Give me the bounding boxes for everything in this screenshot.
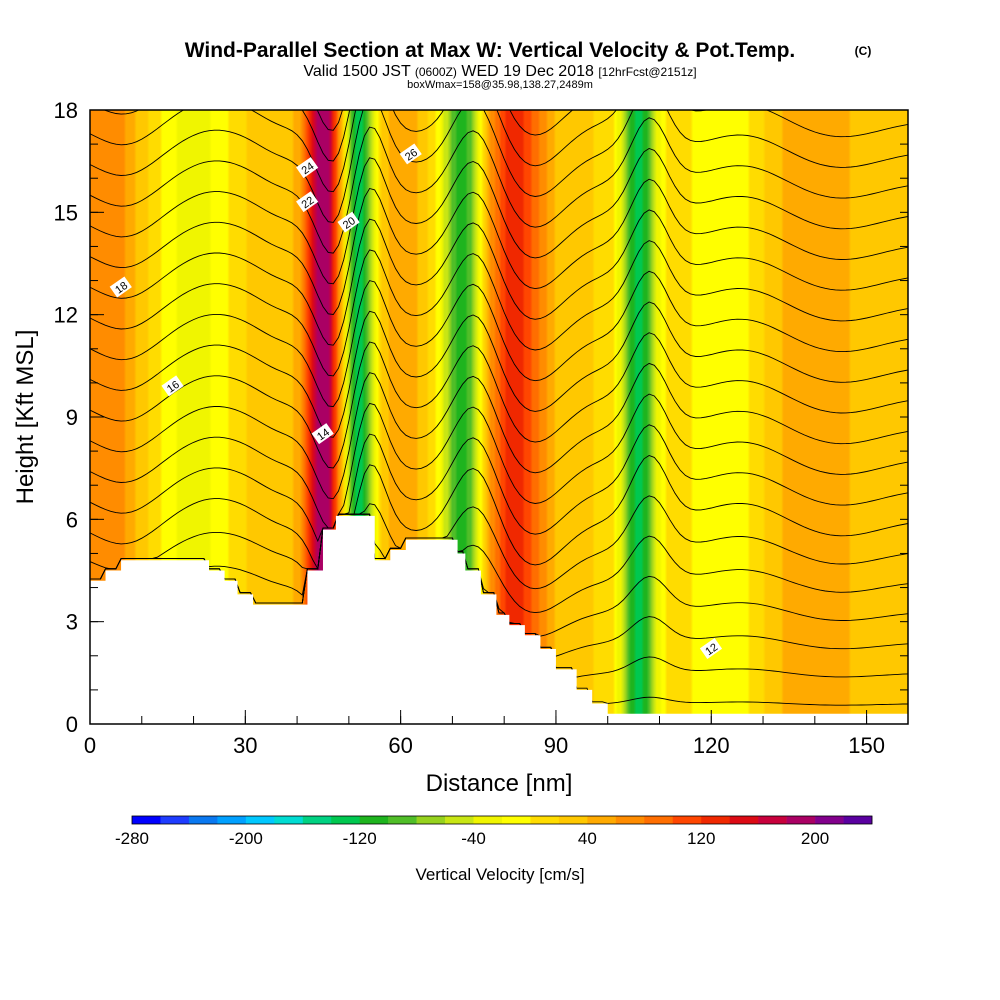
theta-contour-line <box>90 332 908 469</box>
valid-utc: (0600Z) <box>415 65 457 79</box>
colorbar-tick-label: -200 <box>229 829 263 848</box>
theta-contour-line <box>90 513 908 614</box>
contour-label: 14 <box>311 423 334 445</box>
terrain-mask <box>90 515 908 724</box>
x-tick-label: 0 <box>84 733 96 758</box>
colorbar-tick-label: 120 <box>687 829 715 848</box>
theta-contour-line <box>90 495 908 590</box>
y-tick-label: 15 <box>54 200 78 225</box>
colorbar-title: Vertical Velocity [cm/s] <box>415 865 584 884</box>
contour-label: 18 <box>109 276 132 298</box>
theta-contour-line <box>90 117 908 254</box>
contour-label: 24 <box>296 157 319 179</box>
y-tick-label: 6 <box>66 507 78 532</box>
y-tick-label: 18 <box>54 98 78 123</box>
theta-contour-line <box>90 513 908 637</box>
colorbar-swatch <box>786 816 816 824</box>
theta-contour-line <box>90 240 908 377</box>
theta-contour-line <box>90 362 908 500</box>
contour-label: 12 <box>699 638 723 660</box>
theta-contour-line <box>90 270 908 408</box>
theta-contour-line <box>90 110 908 193</box>
colorbar-swatch <box>615 816 645 824</box>
colorbar-swatch <box>274 816 304 824</box>
colorbar-swatch <box>729 816 759 824</box>
y-axis-title: Height [Kft MSL] <box>12 330 39 505</box>
colorbar-swatch <box>843 816 873 824</box>
theta-contour-line <box>90 393 908 529</box>
box-info: boxWmax=158@35.98,138.27,2489m <box>407 79 593 91</box>
colorbar-swatch <box>245 816 275 824</box>
y-tick-label: 12 <box>54 303 78 328</box>
svg-text:16: 16 <box>165 379 182 396</box>
svg-text:24: 24 <box>300 160 317 177</box>
chart-title: Wind-Parallel Section at Max W: Vertical… <box>185 39 796 62</box>
colorbar-swatch <box>530 816 560 824</box>
colorbar-swatch <box>416 816 446 824</box>
forecast-info: [12hrFcst@2151z] <box>598 65 696 79</box>
colorbar-swatch <box>445 816 474 824</box>
colorbar-swatch <box>815 816 844 824</box>
svg-text:12: 12 <box>703 641 720 658</box>
theta-contour-labels: 12 14 16 18 20 22 24 26 <box>109 143 723 660</box>
colorbar-swatch <box>644 816 674 824</box>
valid-date: WED 19 Dec 2018 <box>461 63 594 80</box>
colorbar-swatch <box>558 816 588 824</box>
copyright-mark: (C) <box>855 44 872 58</box>
theta-contour-line <box>90 424 908 543</box>
x-tick-label: 150 <box>848 733 885 758</box>
contour-label: 22 <box>296 191 319 213</box>
colorbar-swatch <box>672 816 702 824</box>
colorbar-tick-label: 40 <box>578 829 597 848</box>
svg-text:14: 14 <box>315 426 332 443</box>
theta-contour-line <box>90 178 908 315</box>
colorbar-swatch <box>473 816 503 824</box>
colorbar-swatch <box>701 816 730 824</box>
colorbar-tick-label: -120 <box>343 829 377 848</box>
colorbar-swatch <box>758 816 787 824</box>
svg-text:20: 20 <box>341 215 358 232</box>
valid-time: Valid 1500 JST <box>303 63 411 80</box>
colorbar-swatch <box>502 816 531 824</box>
theta-contour-line <box>90 110 908 223</box>
contour-label: 26 <box>399 143 422 165</box>
colorbar-swatch <box>217 816 247 824</box>
y-tick-label: 0 <box>66 712 78 737</box>
colorbar: -280 -200 -120 -40 40 120 200 <box>115 815 873 848</box>
theta-contour-line <box>90 301 908 438</box>
colorbar-tick-label: -280 <box>115 829 149 848</box>
y-axis: 0 3 6 9 12 15 18 <box>54 98 908 737</box>
colorbar-swatch <box>359 816 389 824</box>
contour-label: 16 <box>161 375 184 397</box>
colorbar-tick-label: -40 <box>461 829 486 848</box>
x-tick-label: 60 <box>388 733 412 758</box>
colorbar-tick-label: 200 <box>801 829 829 848</box>
x-axis: 0 30 60 90 120 150 <box>84 710 885 758</box>
y-tick-label: 9 <box>66 405 78 430</box>
y-tick-label: 3 <box>66 610 78 635</box>
colorbar-swatch <box>188 816 218 824</box>
colorbar-swatch <box>302 816 332 824</box>
theta-contour-line <box>90 148 908 285</box>
contour-label: 20 <box>337 211 360 233</box>
svg-text:22: 22 <box>300 194 317 211</box>
x-tick-label: 90 <box>544 733 568 758</box>
x-tick-label: 30 <box>233 733 257 758</box>
x-tick-label: 120 <box>693 733 730 758</box>
colorbar-swatch <box>160 816 190 824</box>
colorbar-swatch <box>388 816 417 824</box>
svg-text:26: 26 <box>403 147 420 164</box>
svg-text:18: 18 <box>113 280 130 297</box>
x-axis-title: Distance [nm] <box>426 770 573 797</box>
theta-contour-line <box>90 455 908 571</box>
colorbar-swatch <box>331 816 360 824</box>
colorbar-swatch <box>132 816 161 824</box>
colorbar-swatch <box>587 816 617 824</box>
chart-subtitle: Valid 1500 JST (0600Z) WED 19 Dec 2018 [… <box>303 63 696 80</box>
theta-contours <box>90 110 908 706</box>
theta-contour-line <box>90 209 908 346</box>
